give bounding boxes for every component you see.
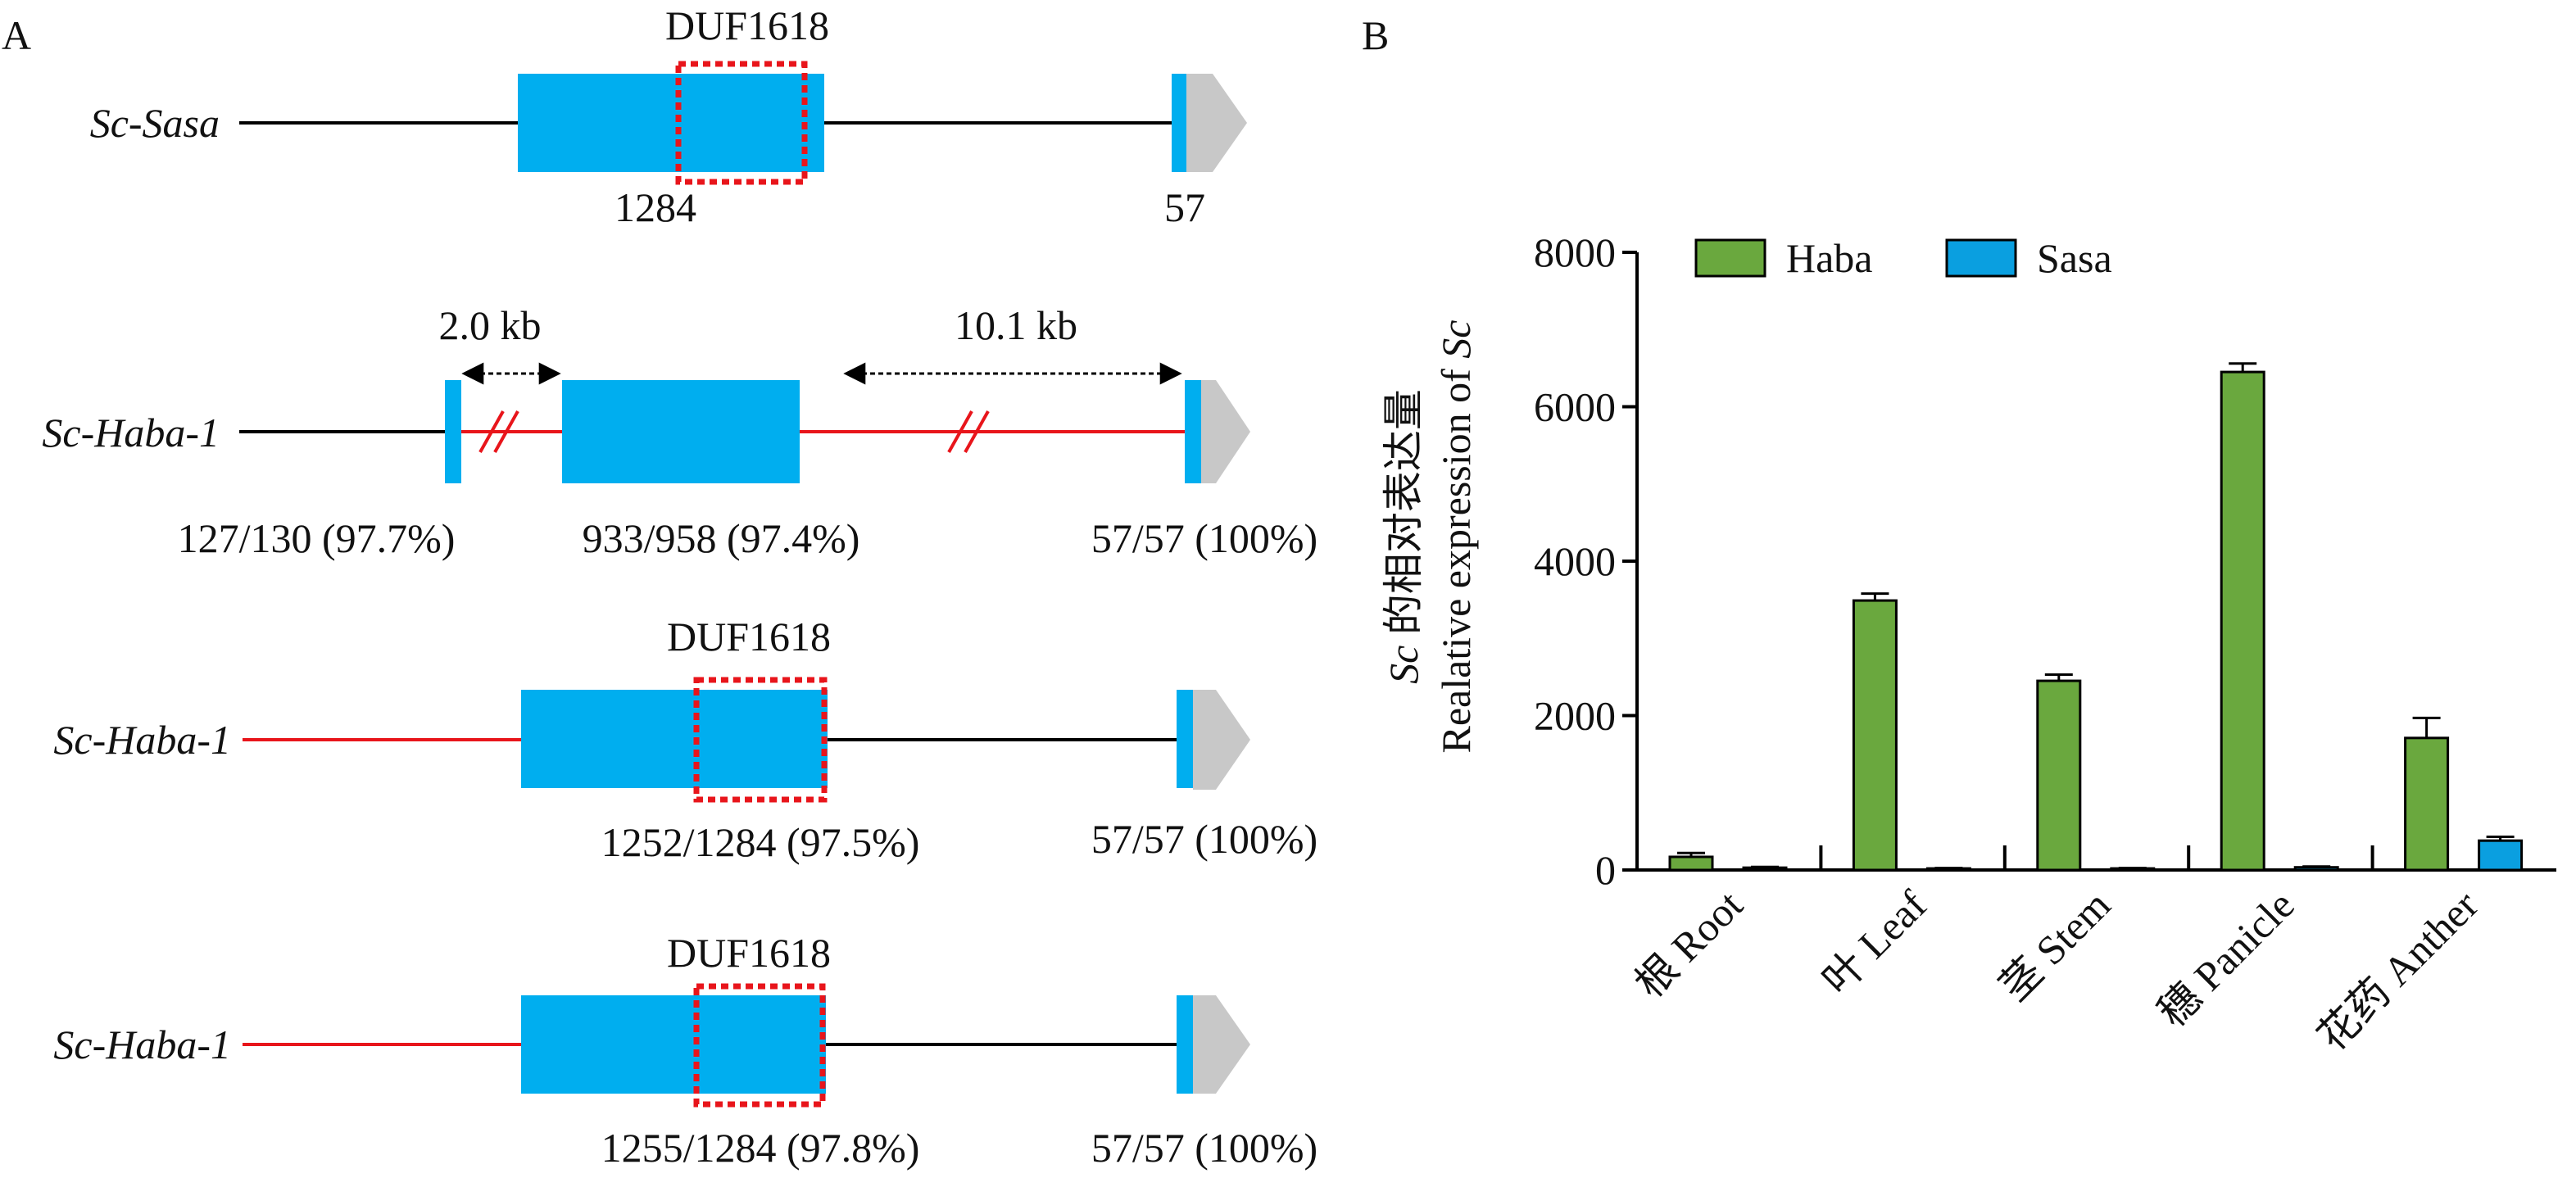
distance-label: 10.1 kb xyxy=(955,302,1077,348)
domain-box xyxy=(693,677,828,803)
exon-label: 1284 xyxy=(615,184,696,230)
x-tick-label: 茎 Stem xyxy=(1991,881,2120,1010)
y-tick-label: 8000 xyxy=(1534,229,1616,275)
bar-haba xyxy=(2404,736,2450,872)
chart-axes: 0 2000 4000 6000 8000 根 Root 叶 Leaf 茎 Stem 穗 Pan… xyxy=(1534,229,2556,1060)
domain-box xyxy=(675,61,808,185)
utr-arrow xyxy=(1201,380,1250,483)
gene-model-haba-3: Sc-Haba-1 DUF1618 1255/1284 (97.8%) 57/5… xyxy=(53,930,1317,1171)
exon-label: 57 xyxy=(1164,184,1205,230)
y-tick-label: 0 xyxy=(1595,847,1616,893)
y-tick-label: 6000 xyxy=(1534,384,1616,430)
domain-label: DUF1618 xyxy=(667,614,831,659)
gene-name: Sc-Haba-1 xyxy=(42,410,220,455)
gene-name: Sc-Haba-1 xyxy=(53,717,231,763)
domain-box xyxy=(693,983,826,1108)
exon-label: 57/57 (100%) xyxy=(1091,1125,1317,1171)
exon-label: 1252/1284 (97.5%) xyxy=(601,819,920,865)
gene-model-haba-split: Sc-Haba-1 2.0 kb 10.1 kb 127/130 (97.7%)… xyxy=(42,302,1317,561)
exon-1 xyxy=(521,690,828,788)
chart-bars xyxy=(1668,362,2524,872)
panel-b: B Sc 的相对表达量 Realative expression of Sc H… xyxy=(1362,12,2556,1060)
bar-haba xyxy=(1668,855,1714,872)
distance-label: 2.0 kb xyxy=(439,302,542,348)
exon-1 xyxy=(518,74,824,172)
y-axis-title-rest: 的相对表达量 xyxy=(1381,389,1426,646)
y-axis-title-italic: Sc xyxy=(1433,320,1479,359)
exon-label: 933/958 (97.4%) xyxy=(583,515,860,561)
legend-label-haba: Haba xyxy=(1786,235,1873,281)
exon-label: 1255/1284 (97.8%) xyxy=(601,1125,920,1171)
y-axis-title-line1: Sc 的相对表达量 xyxy=(1381,389,1426,684)
exon-2 xyxy=(1172,74,1186,172)
bar-haba xyxy=(1852,599,1898,872)
exon-2 xyxy=(1177,995,1193,1094)
exon-2 xyxy=(1177,690,1193,788)
domain-label: DUF1618 xyxy=(665,2,829,48)
exon-1 xyxy=(445,380,461,483)
gene-name: Sc-Haba-1 xyxy=(53,1022,231,1067)
y-axis-title-line2: Realative expression of Sc xyxy=(1433,320,1479,754)
gene-model-haba-2: Sc-Haba-1 DUF1618 1252/1284 (97.5%) 57/5… xyxy=(53,614,1317,865)
y-axis-title: Sc 的相对表达量 Realative expression of Sc xyxy=(1381,320,1479,754)
bar-haba xyxy=(2036,679,2082,872)
exon-2 xyxy=(562,380,800,483)
break-mark xyxy=(964,410,990,453)
bar-haba xyxy=(2220,370,2265,872)
y-axis-title-italic: Sc xyxy=(1381,646,1426,684)
break-mark xyxy=(493,410,519,453)
y-tick-label: 2000 xyxy=(1534,693,1616,739)
domain-label: DUF1618 xyxy=(667,930,831,976)
x-tick-label: 穗 Panicle xyxy=(2149,881,2303,1035)
panel-b-label: B xyxy=(1362,12,1389,58)
break-mark xyxy=(947,410,973,453)
exon-label: 57/57 (100%) xyxy=(1091,515,1317,561)
y-axis-title-rest: Realative expression of xyxy=(1433,359,1479,754)
legend-swatch-sasa xyxy=(1945,238,2017,278)
utr-arrow xyxy=(1186,74,1247,172)
break-mark xyxy=(478,410,505,453)
legend-label-sasa: Sasa xyxy=(2037,235,2112,281)
x-tick-label: 花药 Anther xyxy=(2309,881,2488,1060)
legend: Haba Sasa xyxy=(1694,235,2112,281)
exon-3 xyxy=(1185,380,1201,483)
x-tick-label: 根 Root xyxy=(1626,881,1752,1007)
panel-a-label: A xyxy=(2,12,31,58)
bar-sasa xyxy=(2478,839,2524,872)
panel-a: A Sc-Sasa DUF1618 1284 57 Sc-Haba-1 xyxy=(2,2,1317,1171)
y-tick-label: 4000 xyxy=(1534,538,1616,584)
gene-model-sasa: Sc-Sasa DUF1618 1284 57 xyxy=(90,2,1247,230)
exon-label: 127/130 (97.7%) xyxy=(178,515,456,561)
utr-arrow xyxy=(1193,995,1250,1094)
exon-label: 57/57 (100%) xyxy=(1091,816,1317,862)
utr-arrow xyxy=(1193,690,1250,790)
x-tick-label: 叶 Leaf xyxy=(1813,881,1935,1004)
gene-name: Sc-Sasa xyxy=(90,100,220,146)
exon-1 xyxy=(521,995,826,1094)
legend-swatch-haba xyxy=(1694,238,1766,278)
